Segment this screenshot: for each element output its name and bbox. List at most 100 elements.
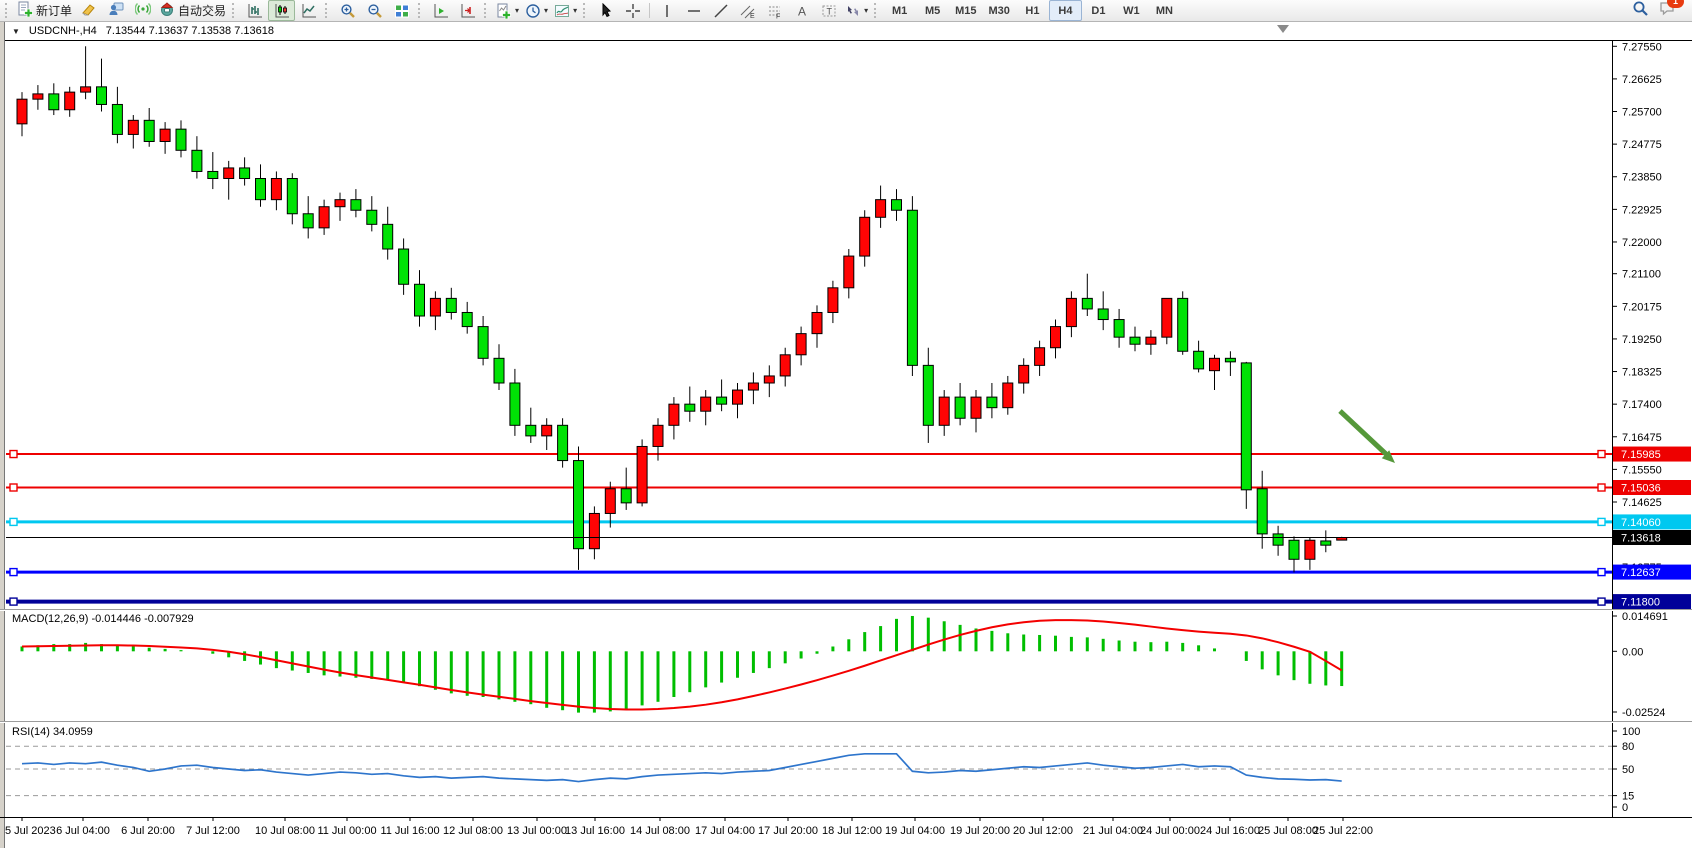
- fibonacci-button[interactable]: F: [761, 0, 788, 21]
- price-tick-label: 7.15550: [1622, 464, 1662, 476]
- chart-ohlc-values: 7.13544 7.13637 7.13538 7.13618: [105, 25, 274, 37]
- vertical-line-button[interactable]: [653, 0, 680, 21]
- time-tick-label: 18 Jul 12:00: [822, 825, 882, 837]
- time-tick-label: 25 Jul 22:00: [1313, 825, 1373, 837]
- trendline-button[interactable]: [707, 0, 734, 21]
- new-order-button[interactable]: 新订单: [14, 0, 75, 21]
- time-tick-label: 11 Jul 00:00: [317, 825, 376, 837]
- time-tick-label: 14 Jul 08:00: [630, 825, 690, 837]
- line-handle[interactable]: [1597, 597, 1606, 606]
- line-handle[interactable]: [9, 597, 18, 606]
- toolbar-separator: [649, 3, 651, 18]
- bar-chart-icon: [248, 3, 262, 17]
- candlestick-chart-button[interactable]: [268, 0, 296, 21]
- trend-arrow[interactable]: [1338, 409, 1388, 456]
- svg-text:7.13618: 7.13618: [1621, 532, 1661, 544]
- macd-tick-label: 0.014691: [1622, 611, 1668, 623]
- periods-button[interactable]: ▾: [522, 0, 551, 21]
- autotrading-button[interactable]: 自动交易: [156, 0, 229, 21]
- timeframe-m1-button[interactable]: M1: [891, 4, 908, 17]
- templates-dropdown-caret[interactable]: ▾: [573, 5, 578, 15]
- line-handle[interactable]: [1597, 449, 1606, 459]
- indicators-button[interactable]: ▾: [493, 0, 522, 21]
- horizontal-line-icon: [687, 9, 700, 12]
- timeframe-d1-button[interactable]: D1: [1091, 4, 1106, 17]
- toolbar-grip: [874, 3, 880, 18]
- pane-separator[interactable]: [0, 721, 1692, 723]
- timeframe-m30-button[interactable]: M30: [988, 4, 1010, 17]
- zoom-in-button[interactable]: [334, 0, 361, 21]
- indicators-dropdown-caret[interactable]: ▾: [515, 5, 520, 15]
- cursor-button[interactable]: [592, 0, 619, 21]
- timeframe-h1-button[interactable]: H1: [1025, 4, 1040, 17]
- auto-scroll-button[interactable]: [427, 0, 454, 21]
- price-tick-label: 7.22925: [1622, 204, 1662, 216]
- arrows-button[interactable]: ▾: [842, 0, 871, 21]
- svg-text:7.12637: 7.12637: [1621, 567, 1661, 579]
- notifications-button[interactable]: 1: [1659, 0, 1684, 22]
- horizontal-line-button[interactable]: [680, 0, 707, 21]
- chart-menu-triangle-icon[interactable]: ▼: [12, 26, 20, 36]
- periods-dropdown-caret[interactable]: ▾: [544, 5, 549, 15]
- timeframe-m5-button[interactable]: M5: [924, 4, 941, 17]
- line-chart-icon: [302, 3, 316, 17]
- line-chart-button[interactable]: [295, 0, 322, 21]
- community-icon: [108, 1, 124, 20]
- chart-shift-button[interactable]: [454, 0, 481, 21]
- tile-windows-button[interactable]: [388, 0, 415, 21]
- equidistant-channel-icon: E: [740, 5, 755, 19]
- time-tick-label: 11 Jul 16:00: [380, 825, 439, 837]
- timeframe-mn-button[interactable]: MN: [1155, 4, 1173, 17]
- candles: [16, 46, 1348, 573]
- price-chart-canvas[interactable]: 7.27550 7.26625 7.25700 7.24775 7.23850 7.229…: [0, 41, 1692, 609]
- macd-histogram: [20, 615, 1344, 713]
- crosshair-button[interactable]: [619, 0, 646, 21]
- line-handle[interactable]: [9, 517, 18, 527]
- rsi-chart-canvas[interactable]: 100 80 50 150: [0, 723, 1692, 817]
- line-handle[interactable]: [9, 483, 18, 492]
- toolbar-grip: [484, 3, 490, 18]
- timeframe-m15-button[interactable]: M15: [955, 4, 977, 17]
- metaeditor-button[interactable]: [75, 0, 102, 21]
- toolbar-grip: [325, 3, 331, 18]
- time-axis[interactable]: 5 Jul 2023 6 Jul 04:00 6 Jul 20:00 7 Jul 12…: [0, 817, 1692, 848]
- line-handle[interactable]: [1597, 517, 1606, 527]
- window-frame-line: [4, 22, 5, 848]
- text-button[interactable]: A: [788, 0, 815, 21]
- chart-title-bar: ▼ USDCNH-,H4 7.13544 7.13637 7.13538 7.1…: [5, 22, 1692, 41]
- line-handle[interactable]: [9, 567, 18, 577]
- search-icon[interactable]: [1632, 0, 1649, 22]
- trend-arrow-head[interactable]: [1381, 450, 1395, 463]
- line-handle[interactable]: [1597, 483, 1606, 492]
- chart-shift-marker-icon[interactable]: [1277, 25, 1289, 33]
- time-tick-label: 7 Jul 12:00: [186, 825, 240, 837]
- toolbar-grip: [583, 3, 589, 18]
- community-button[interactable]: [102, 0, 129, 21]
- time-tick-label: 17 Jul 20:00: [758, 825, 818, 837]
- line-handle[interactable]: [1597, 567, 1606, 577]
- timeframe-h4-button[interactable]: H4: [1048, 0, 1082, 21]
- price-tick-label: 7.22000: [1622, 237, 1662, 249]
- pane-separator[interactable]: [0, 609, 1692, 611]
- text-label-button[interactable]: T: [815, 0, 842, 21]
- arrows-dropdown-caret[interactable]: ▾: [864, 5, 869, 15]
- macd-chart-canvas[interactable]: 0.014691 0.00 -0.02524: [0, 611, 1692, 721]
- bar-chart-button[interactable]: [241, 0, 268, 21]
- price-tick-label: 7.14625: [1622, 497, 1662, 509]
- price-tick-label: 7.20175: [1622, 301, 1662, 313]
- zoom-in-icon: [340, 3, 355, 18]
- price-tick-label: 7.23850: [1622, 172, 1662, 184]
- signals-button[interactable]: [129, 0, 156, 21]
- svg-text:7.15036: 7.15036: [1621, 483, 1661, 495]
- rsi-tick-label: 100: [1622, 726, 1640, 738]
- timeframe-w1-button[interactable]: W1: [1123, 4, 1140, 17]
- templates-button[interactable]: ▾: [551, 0, 580, 21]
- indicators-icon: [497, 3, 511, 19]
- equidistant-channel-button[interactable]: E: [734, 0, 761, 21]
- candlestick-chart-icon: [275, 3, 289, 17]
- time-tick-label: 24 Jul 16:00: [1200, 825, 1260, 837]
- line-handle[interactable]: [9, 449, 18, 459]
- time-tick-label: 25 Jul 08:00: [1258, 825, 1318, 837]
- zoom-out-button[interactable]: [361, 0, 388, 21]
- macd-tick-label: 0.00: [1622, 646, 1643, 658]
